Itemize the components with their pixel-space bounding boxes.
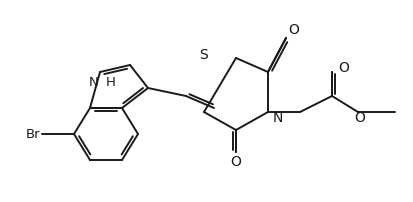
Text: N: N	[89, 77, 99, 89]
Text: O: O	[288, 23, 299, 37]
Text: N: N	[272, 111, 282, 125]
Text: H: H	[106, 77, 116, 89]
Text: O: O	[354, 111, 365, 125]
Text: S: S	[199, 48, 208, 62]
Text: O: O	[338, 61, 349, 75]
Text: O: O	[230, 155, 241, 169]
Text: Br: Br	[25, 127, 40, 141]
